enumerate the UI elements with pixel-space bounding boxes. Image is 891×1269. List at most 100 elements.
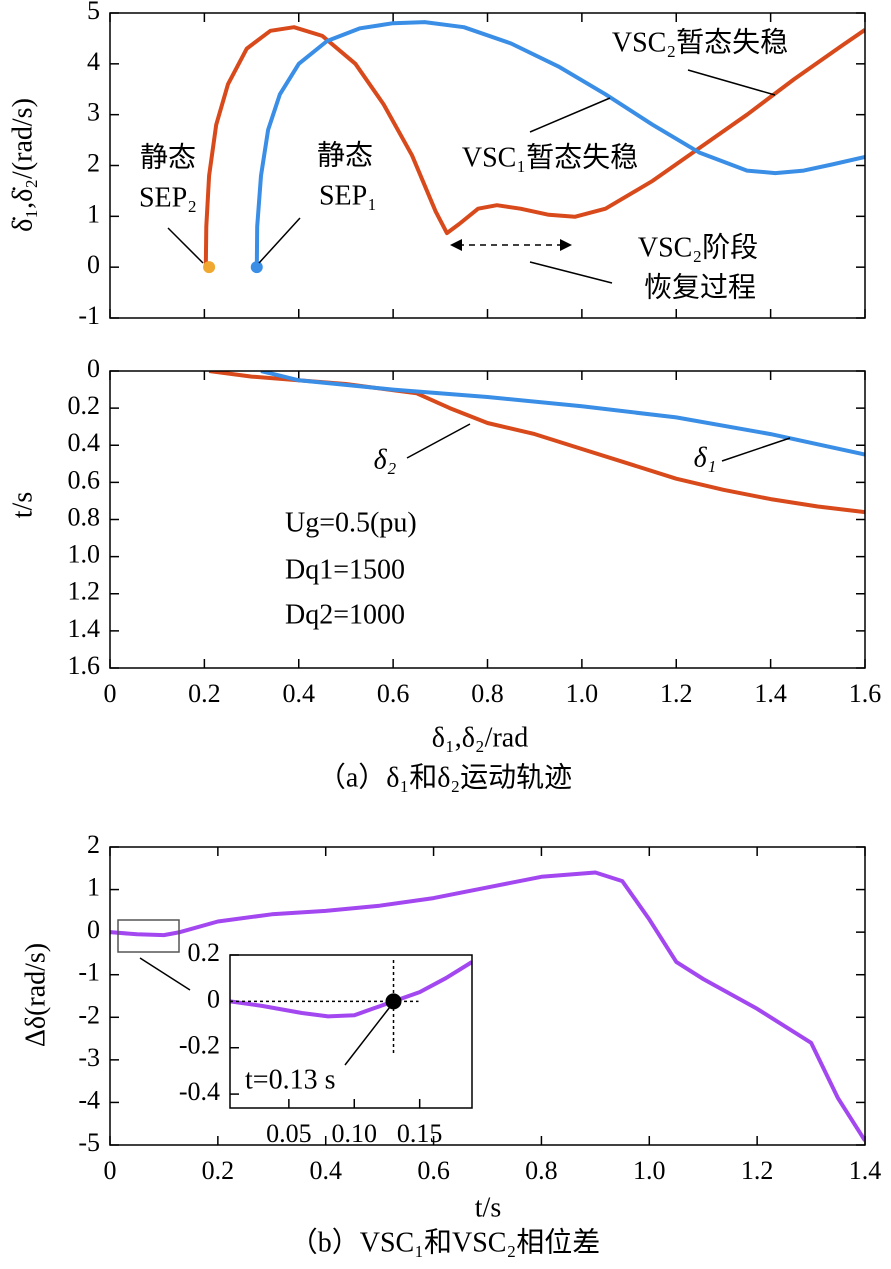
arrow-head [450, 239, 462, 251]
x-axis-label: δ₁,δ₂/rad [432, 722, 528, 753]
y-tick-label: -4 [78, 1085, 100, 1114]
annotation: 恢复过程 [644, 271, 756, 303]
leader-line [529, 261, 613, 284]
y-tick-label: 1.6 [68, 651, 101, 680]
y-tick-label: 2 [87, 148, 100, 177]
y-tick-label: 0 [87, 354, 100, 383]
y-tick-label: 0.2 [68, 391, 101, 420]
x-axis-label: t/s [475, 1192, 501, 1223]
axes-frame [229, 954, 473, 1109]
leader-line [721, 437, 791, 462]
inset-background [230, 955, 472, 1108]
y-tick-label: 1 [87, 199, 100, 228]
y-axis-label: t/s [7, 492, 38, 518]
x-tick-label: 0 [104, 1156, 117, 1185]
curve [254, 20, 865, 268]
axes-frame [109, 846, 866, 1146]
leader-line [529, 97, 611, 133]
y-tick-label: 0.2 [188, 938, 221, 967]
x-tick-label: 1.6 [849, 679, 882, 708]
annotation: Dq1=1500 [285, 554, 405, 585]
series-label: δ₂ [374, 444, 397, 475]
chart: -1 0 1 2 3 4 5 δ̇₁,δ̇₂/(rad/s) 静态 SEP₂ 静态 SEP₁ VSC₁暂… [7, 0, 866, 330]
y-tick-label: -0.4 [179, 1077, 220, 1106]
y-tick-label: -5 [78, 1128, 100, 1157]
series-label: δ₁ [694, 442, 717, 473]
y-tick-label: 0 [207, 984, 220, 1013]
curve [110, 870, 865, 1142]
x-tick-label: 1.2 [741, 1156, 774, 1185]
curve [230, 960, 472, 1019]
x-tick-label: 1.4 [754, 679, 787, 708]
x-tick-label: 0.6 [377, 679, 410, 708]
leader-line [139, 957, 191, 991]
x-tick-label: 0.4 [309, 1156, 342, 1185]
annotation: 静态 [140, 141, 196, 173]
y-tick-label: 1.4 [68, 614, 101, 643]
annotation: Ug=0.5(pu) [285, 507, 417, 538]
x-tick-label: 1.4 [849, 1156, 882, 1185]
arrow-head [560, 239, 572, 251]
y-tick-label: 0.4 [68, 428, 101, 457]
y-axis-label: δ̇₁,δ̇₂/(rad/s) [7, 98, 38, 232]
annotation: 静态 [317, 139, 373, 171]
caption: （a）δ₁和δ₂运动轨迹 [318, 761, 572, 793]
y-tick-label: 0 [87, 250, 100, 279]
curve [203, 25, 865, 268]
y-tick-label: 0 [87, 915, 100, 944]
leader-line [687, 69, 776, 96]
x-tick-label: 0.05 [266, 1119, 312, 1148]
curve [260, 371, 865, 457]
annotation: SEP₂ [139, 182, 197, 213]
y-tick-label: 0.8 [68, 502, 101, 531]
x-tick-label: 0.2 [202, 1156, 235, 1185]
y-tick-label: -1 [78, 301, 100, 330]
caption: （b）VSC₁和VSC₂相位差 [290, 1226, 600, 1258]
y-tick-label: 1.0 [68, 540, 101, 569]
x-tick-label: 0.6 [417, 1156, 450, 1185]
annotation: VSC₂阶段 [638, 231, 758, 263]
chart: 00.20.40.60.81.01.21.41.60 0.2 0.4 0.6 0.8 1.… [7, 354, 881, 793]
y-tick-label: 1.2 [68, 577, 101, 606]
leader-line [167, 227, 204, 264]
zoom-box [117, 919, 180, 953]
annotation: t=0.13 s [245, 1064, 335, 1095]
curve [208, 371, 865, 515]
y-tick-label: -0.2 [179, 1031, 220, 1060]
point [250, 261, 263, 274]
x-tick-label: 0.8 [471, 679, 504, 708]
x-tick-label: 1.0 [566, 679, 599, 708]
axes-frame [109, 12, 866, 319]
x-tick-label: 1.2 [660, 679, 693, 708]
x-tick-label: 0.10 [332, 1119, 378, 1148]
y-tick-label: 0.6 [68, 465, 101, 494]
leader-line [344, 1002, 394, 1066]
x-tick-label: 0.2 [188, 679, 221, 708]
y-tick-label: 4 [87, 47, 100, 76]
point [385, 993, 402, 1010]
annotation: VSC₂暂态失稳 [612, 26, 788, 58]
y-tick-label: 5 [87, 0, 100, 25]
y-tick-label: -2 [78, 1000, 100, 1029]
annotation: VSC₁暂态失稳 [462, 141, 638, 173]
chart: -5 -4 -3 -2 -1 0 1 2 0 0.2 0.4 0.6 0.8 1.0 1.2 1.4 Δδ(ra… [20, 830, 881, 1258]
y-tick-label: 2 [87, 830, 100, 859]
x-tick-label: 0.8 [525, 1156, 558, 1185]
chart: -0.4 -0.2 0 0.2 0.05 0.10 0.15 t=0.13 s [179, 938, 473, 1148]
point [203, 261, 216, 274]
y-axis-label: Δδ(rad/s) [20, 943, 51, 1047]
annotation: SEP₁ [319, 180, 377, 211]
x-tick-label: 1.0 [633, 1156, 666, 1185]
x-tick-label: 0.15 [397, 1119, 443, 1148]
annotation: Dq2=1000 [285, 599, 405, 630]
x-tick-label: 0 [104, 679, 117, 708]
leader-line [258, 217, 301, 264]
y-tick-label: 1 [87, 873, 100, 902]
axes-frame [109, 370, 866, 669]
y-tick-label: 3 [87, 98, 100, 127]
y-tick-label: -1 [78, 958, 100, 987]
x-tick-label: 0.4 [283, 679, 316, 708]
y-tick-label: -3 [78, 1043, 100, 1072]
leader-line [406, 423, 471, 459]
